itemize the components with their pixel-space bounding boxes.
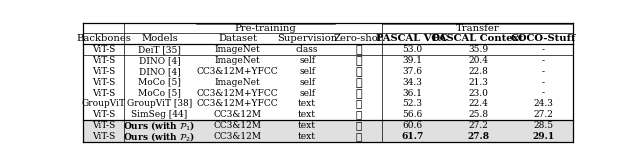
Text: 37.6: 37.6 [402, 67, 422, 76]
Text: class: class [296, 45, 318, 54]
Text: MoCo [5]: MoCo [5] [138, 89, 181, 98]
Bar [83, 120, 573, 131]
Text: ImageNet: ImageNet [214, 45, 260, 54]
Text: Models: Models [141, 34, 178, 43]
Text: ViT-S: ViT-S [92, 121, 115, 130]
Text: 25.8: 25.8 [468, 110, 488, 119]
Text: 36.1: 36.1 [402, 89, 422, 98]
Text: MoCo [5]: MoCo [5] [138, 78, 181, 87]
Text: 29.1: 29.1 [532, 132, 555, 141]
Text: Backbones: Backbones [76, 34, 131, 43]
Text: text: text [298, 121, 316, 130]
Text: text: text [298, 110, 316, 119]
Text: ✗: ✗ [355, 77, 362, 88]
Text: self: self [299, 89, 315, 98]
Text: text: text [298, 132, 316, 141]
Text: ✓: ✓ [355, 110, 362, 119]
Text: ViT-S: ViT-S [92, 110, 115, 119]
Text: self: self [299, 56, 315, 65]
Text: PASCAL VOC: PASCAL VOC [376, 34, 448, 43]
Text: 22.8: 22.8 [468, 67, 488, 76]
Text: -: - [542, 56, 545, 65]
Text: CC3&12M: CC3&12M [213, 121, 261, 130]
Text: ✗: ✗ [355, 66, 362, 77]
Text: -: - [542, 89, 545, 98]
Text: Transfer: Transfer [456, 23, 499, 33]
Text: 56.6: 56.6 [402, 110, 422, 119]
Text: GroupViT: GroupViT [81, 99, 125, 108]
Text: 27.8: 27.8 [467, 132, 489, 141]
Text: DeiT [35]: DeiT [35] [138, 45, 181, 54]
Text: 35.9: 35.9 [468, 45, 488, 54]
Text: ViT-S: ViT-S [92, 67, 115, 76]
Text: 34.3: 34.3 [402, 78, 422, 87]
Text: CC3&12M+YFCC: CC3&12M+YFCC [196, 99, 278, 108]
Text: 23.0: 23.0 [468, 89, 488, 98]
Text: GroupViT [38]: GroupViT [38] [127, 99, 192, 108]
Text: ✓: ✓ [355, 99, 362, 108]
Text: Ours (with $\mathcal{P}_2$): Ours (with $\mathcal{P}_2$) [124, 130, 196, 143]
Text: SimSeg [44]: SimSeg [44] [131, 110, 188, 119]
Text: 20.4: 20.4 [468, 56, 488, 65]
Text: 21.3: 21.3 [468, 78, 488, 87]
Text: 53.0: 53.0 [402, 45, 422, 54]
Text: 22.4: 22.4 [468, 99, 488, 108]
Text: 60.6: 60.6 [402, 121, 422, 130]
Text: Ours (with $\mathcal{P}_1$): Ours (with $\mathcal{P}_1$) [124, 119, 196, 132]
Text: CC3&12M: CC3&12M [213, 132, 261, 141]
Text: 61.7: 61.7 [401, 132, 423, 141]
Text: ImageNet: ImageNet [214, 56, 260, 65]
Text: DINO [4]: DINO [4] [139, 56, 180, 65]
Text: ✓: ✓ [355, 121, 362, 130]
Text: ViT-S: ViT-S [92, 89, 115, 98]
Text: 24.3: 24.3 [534, 99, 554, 108]
Text: -: - [542, 67, 545, 76]
Text: 27.2: 27.2 [468, 121, 488, 130]
Text: ImageNet: ImageNet [214, 78, 260, 87]
Text: CC3&12M: CC3&12M [213, 110, 261, 119]
Text: 39.1: 39.1 [402, 56, 422, 65]
Text: self: self [299, 67, 315, 76]
Text: ✗: ✗ [355, 44, 362, 55]
Text: CC3&12M+YFCC: CC3&12M+YFCC [196, 89, 278, 98]
Text: Supervision: Supervision [277, 34, 337, 43]
Text: text: text [298, 99, 316, 108]
Text: Dataset: Dataset [218, 34, 257, 43]
Text: DINO [4]: DINO [4] [139, 67, 180, 76]
Text: COCO-Stuff: COCO-Stuff [511, 34, 576, 43]
Text: 27.2: 27.2 [534, 110, 554, 119]
Text: 28.5: 28.5 [533, 121, 554, 130]
Text: ViT-S: ViT-S [92, 132, 115, 141]
Text: self: self [299, 78, 315, 87]
Text: ✗: ✗ [355, 88, 362, 99]
Bar [83, 131, 573, 142]
Text: PASCAL Context: PASCAL Context [433, 34, 524, 43]
Text: ViT-S: ViT-S [92, 45, 115, 54]
Text: CC3&12M+YFCC: CC3&12M+YFCC [196, 67, 278, 76]
Text: -: - [542, 45, 545, 54]
Text: Pre-training: Pre-training [234, 23, 296, 33]
Text: ViT-S: ViT-S [92, 78, 115, 87]
Text: ✗: ✗ [355, 55, 362, 66]
Text: -: - [542, 78, 545, 87]
Text: ViT-S: ViT-S [92, 56, 115, 65]
Text: Zero-shot: Zero-shot [334, 34, 383, 43]
Text: ✓: ✓ [355, 132, 362, 141]
Text: 52.3: 52.3 [402, 99, 422, 108]
